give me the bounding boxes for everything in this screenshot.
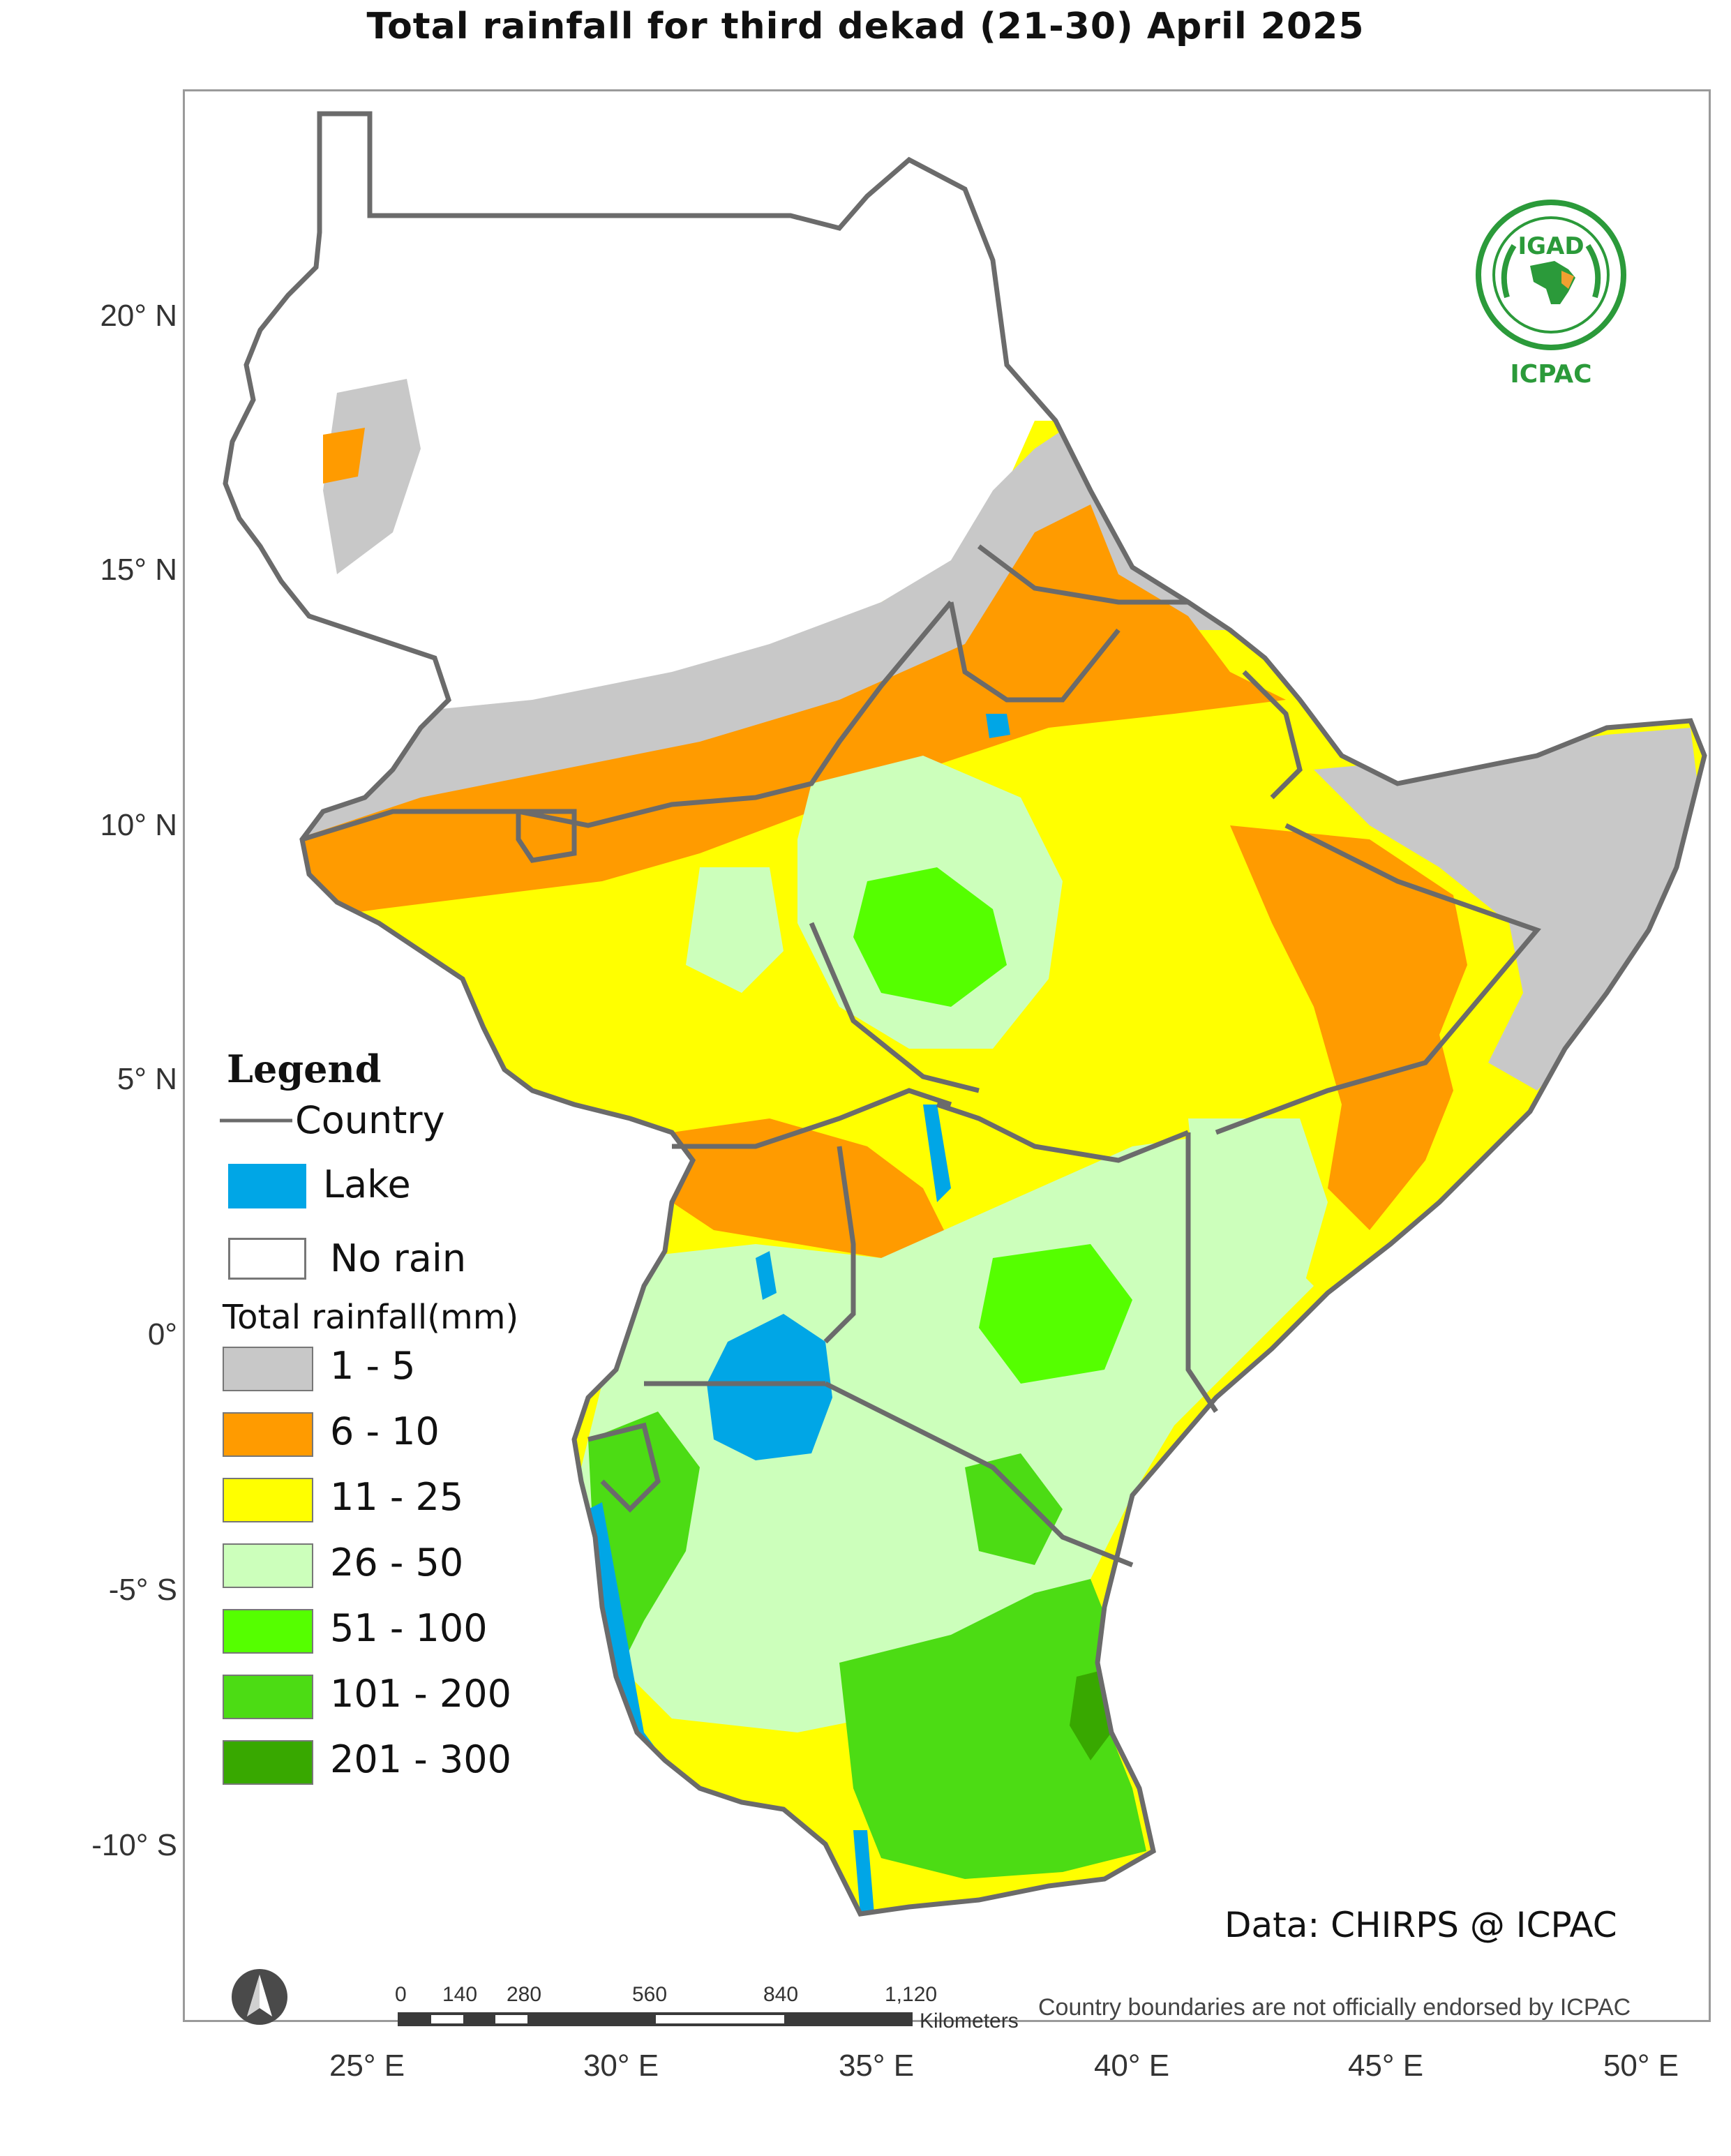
legend-no-rain: No rain <box>213 1224 604 1294</box>
country-borders <box>225 114 1704 1914</box>
legend-class-label: 6 - 10 <box>330 1409 440 1453</box>
scale-bar-graphic <box>398 2012 913 2026</box>
igad-icpac-logo: IGAD ICPAC <box>1476 200 1626 389</box>
scale-label-840: 840 <box>763 1983 799 2006</box>
scale-label-560: 560 <box>632 1983 668 2006</box>
lat-label-5n: 5° N <box>117 1062 177 1096</box>
scale-label-0: 0 <box>395 1983 407 2006</box>
lon-label-50e: 50° E <box>1603 2049 1679 2083</box>
map-legend: Legend Country Lake No rain Total rainfa… <box>213 1047 604 1796</box>
legend-class-label: 101 - 200 <box>330 1672 511 1716</box>
lon-label-30e: 30° E <box>583 2049 659 2083</box>
legend-class-row: 201 - 300 <box>213 1730 604 1796</box>
scale-label-280: 280 <box>507 1983 542 2006</box>
legend-class-label: 1 - 5 <box>330 1344 416 1388</box>
legend-class-label: 51 - 100 <box>330 1606 488 1650</box>
legend-classes: 1 - 5 6 - 10 11 - 25 26 - 50 51 - 100 101 - 2… <box>213 1337 604 1796</box>
no-rain-swatch-icon <box>228 1238 306 1280</box>
lat-label-15n: 15° N <box>100 553 177 587</box>
legend-class-label: 11 - 25 <box>330 1475 464 1519</box>
legend-class-row: 26 - 50 <box>213 1534 604 1599</box>
lon-label-25e: 25° E <box>329 2049 405 2083</box>
legend-class-swatch <box>223 1543 313 1588</box>
legend-class-swatch <box>223 1675 313 1719</box>
north-arrow-icon <box>232 1969 287 2025</box>
legend-class-row: 101 - 200 <box>213 1665 604 1730</box>
legend-country: Country <box>213 1091 604 1154</box>
legend-class-swatch <box>223 1609 313 1654</box>
disclaimer: Country boundaries are not officially en… <box>1038 1994 1631 2021</box>
lat-label-0: 0° <box>147 1317 177 1352</box>
logo-top-text: IGAD <box>1518 232 1584 260</box>
legend-class-label: 26 - 50 <box>330 1541 464 1585</box>
legend-country-label: Country <box>295 1098 445 1142</box>
legend-title: Legend <box>227 1047 382 1091</box>
legend-class-row: 51 - 100 <box>213 1599 604 1665</box>
scale-unit: Kilometers <box>920 2009 1019 2033</box>
lon-label-40e: 40° E <box>1093 2049 1170 2083</box>
lon-label-45e: 45° E <box>1347 2049 1424 2083</box>
scale-label-140: 140 <box>442 1983 478 2006</box>
legend-class-swatch <box>223 1347 313 1391</box>
lat-label-5s: -5° S <box>108 1573 177 1607</box>
legend-lake-label: Lake <box>323 1162 411 1206</box>
legend-lake: Lake <box>213 1154 604 1224</box>
legend-class-row: 1 - 5 <box>213 1337 604 1402</box>
rainfall-map <box>185 91 1709 2020</box>
lat-label-10s: -10° S <box>91 1828 177 1862</box>
map-title: Total rainfall for third dekad (21-30) A… <box>366 6 1365 47</box>
legend-class-row: 6 - 10 <box>213 1402 604 1468</box>
legend-class-swatch <box>223 1412 313 1457</box>
legend-class-label: 201 - 300 <box>330 1737 511 1781</box>
scale-label-1120: 1,120 <box>885 1983 938 2006</box>
map-frame <box>183 89 1711 2022</box>
legend-class-swatch <box>223 1740 313 1785</box>
legend-no-rain-label: No rain <box>330 1236 467 1280</box>
lat-label-20n: 20° N <box>100 299 177 333</box>
lat-label-10n: 10° N <box>100 808 177 842</box>
data-credit: Data: CHIRPS @ ICPAC <box>1224 1905 1617 1945</box>
lake-swatch-icon <box>228 1164 306 1208</box>
lon-label-35e: 35° E <box>838 2049 915 2083</box>
country-line-icon <box>220 1118 292 1123</box>
legend-subtitle: Total rainfall(mm) <box>223 1298 519 1337</box>
logo-bottom-text: ICPAC <box>1510 360 1591 389</box>
legend-class-swatch <box>223 1478 313 1522</box>
legend-class-row: 11 - 25 <box>213 1468 604 1534</box>
